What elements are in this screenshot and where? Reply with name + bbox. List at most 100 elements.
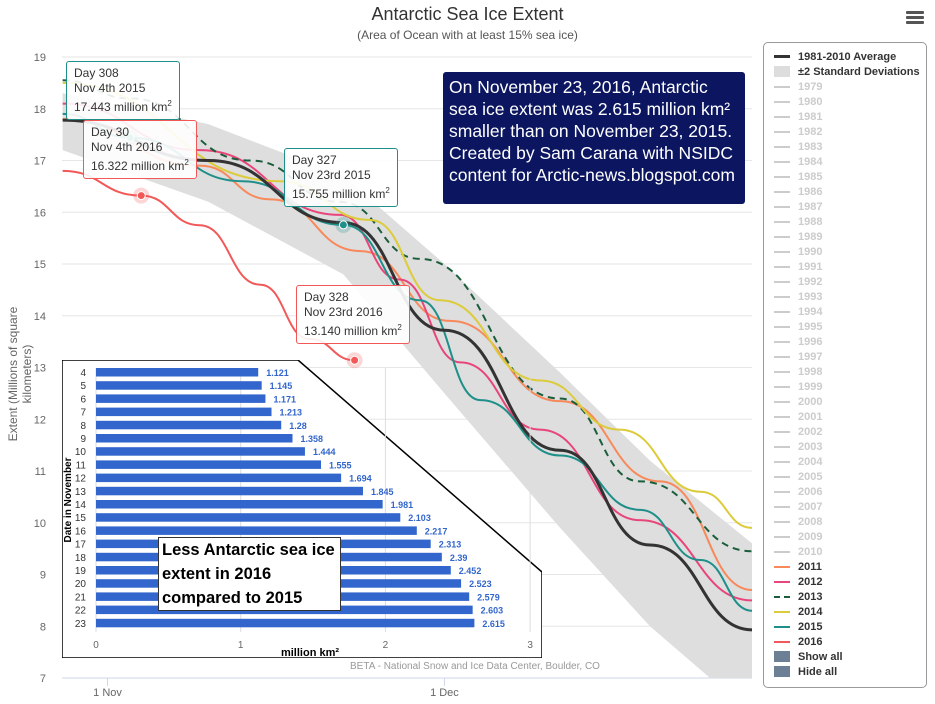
legend-item-2004[interactable]: 2004 <box>764 454 926 469</box>
legend-item-1994[interactable]: 1994 <box>764 304 926 319</box>
legend-label: 1984 <box>798 155 823 168</box>
legend-swatch-line <box>774 130 790 133</box>
legend-item-1992[interactable]: 1992 <box>764 274 926 289</box>
legend-swatch-line <box>774 55 790 58</box>
inset-category-label: 6 <box>80 394 86 405</box>
annotation-box: On November 23, 2016, Antarctic sea ice … <box>443 72 745 204</box>
inset-bar-label: 2.313 <box>439 540 462 550</box>
legend-item-2014[interactable]: 2014 <box>764 604 926 619</box>
legend-item-1981-2010-average[interactable]: 1981-2010 Average <box>764 49 926 64</box>
legend-item-1986[interactable]: 1986 <box>764 184 926 199</box>
y-tick-label: 16 <box>34 207 46 219</box>
legend-label: 1995 <box>798 320 823 333</box>
inset-category-label: 23 <box>75 619 87 630</box>
hamburger-icon[interactable] <box>906 9 924 26</box>
inset-category-label: 14 <box>75 500 87 511</box>
legend-item-2008[interactable]: 2008 <box>764 514 926 529</box>
legend-item-1990[interactable]: 1990 <box>764 244 926 259</box>
legend-item-1998[interactable]: 1998 <box>764 364 926 379</box>
legend-swatch-line <box>774 100 790 103</box>
inset-bar <box>96 618 475 628</box>
legend-item-1985[interactable]: 1985 <box>764 169 926 184</box>
legend-item-2007[interactable]: 2007 <box>764 499 926 514</box>
legend-label: 1993 <box>798 290 823 303</box>
y-tick-label: 19 <box>34 52 46 64</box>
legend-swatch-line <box>774 595 790 598</box>
legend-item-1988[interactable]: 1988 <box>764 214 926 229</box>
tooltip-day: Day 328 <box>304 290 349 304</box>
legend-label: 2010 <box>798 545 823 558</box>
x-tick-label: 1 Nov <box>93 687 122 699</box>
legend-item-1987[interactable]: 1987 <box>764 199 926 214</box>
legend-swatch-line <box>774 490 790 493</box>
legend-item-1984[interactable]: 1984 <box>764 154 926 169</box>
inset-category-label: 22 <box>75 606 87 617</box>
legend-swatch-line <box>774 370 790 373</box>
legend-item-2000[interactable]: 2000 <box>764 394 926 409</box>
legend-swatch-line <box>774 520 790 523</box>
legend-item-1979[interactable]: 1979 <box>764 79 926 94</box>
legend-item-2005[interactable]: 2005 <box>764 469 926 484</box>
legend-item-1991[interactable]: 1991 <box>764 259 926 274</box>
inset-bar-label: 2.603 <box>481 606 504 616</box>
legend-item--2-standard-deviations[interactable]: ±2 Standard Deviations <box>764 64 926 79</box>
legend-item-2013[interactable]: 2013 <box>764 589 926 604</box>
inset-category-label: 21 <box>75 592 87 603</box>
tooltip-value: 13.140 million km2 <box>304 323 402 338</box>
legend-item-1997[interactable]: 1997 <box>764 349 926 364</box>
legend-item-1982[interactable]: 1982 <box>764 124 926 139</box>
legend-swatch-line <box>774 205 790 208</box>
legend-label: 2012 <box>798 575 823 588</box>
inset-bar-label: 1.555 <box>329 460 352 470</box>
inset-bar <box>96 381 262 390</box>
legend-swatch-line <box>774 430 790 433</box>
legend-item-2011[interactable]: 2011 <box>764 559 926 574</box>
legend-item-2010[interactable]: 2010 <box>764 544 926 559</box>
inset-bar-label: 1.171 <box>273 394 296 404</box>
legend-label: 2015 <box>798 620 823 633</box>
legend-swatch-line <box>774 295 790 298</box>
legend-item-1999[interactable]: 1999 <box>764 379 926 394</box>
show-all-button[interactable]: Show all <box>764 649 926 664</box>
inset-bar <box>96 486 363 496</box>
legend-item-1980[interactable]: 1980 <box>764 94 926 109</box>
legend-item-1989[interactable]: 1989 <box>764 229 926 244</box>
legend-label: Show all <box>798 650 843 663</box>
legend-item-1996[interactable]: 1996 <box>764 334 926 349</box>
legend-item-2009[interactable]: 2009 <box>764 529 926 544</box>
tooltip-date: Nov 23rd 2016 <box>304 305 383 319</box>
chart-subtitle: (Area of Ocean with at least 15% sea ice… <box>357 28 578 42</box>
legend-label: 2006 <box>798 485 823 498</box>
inset-bar <box>96 513 401 522</box>
legend-label: 1991 <box>798 260 823 273</box>
legend-item-2015[interactable]: 2015 <box>764 619 926 634</box>
tooltip-date: Nov 23rd 2015 <box>292 168 371 182</box>
inset-bar <box>96 473 342 483</box>
inset-bar-label: 1.358 <box>301 434 324 444</box>
legend-item-1995[interactable]: 1995 <box>764 319 926 334</box>
legend-item-2012[interactable]: 2012 <box>764 574 926 589</box>
legend-swatch-line <box>774 310 790 313</box>
legend-swatch-box <box>774 666 790 677</box>
legend-swatch-line <box>774 565 790 568</box>
inset-category-label: 8 <box>80 421 86 432</box>
legend-label: Hide all <box>798 665 838 678</box>
y-tick-label: 18 <box>34 104 46 116</box>
legend-item-2001[interactable]: 2001 <box>764 409 926 424</box>
legend-item-2003[interactable]: 2003 <box>764 439 926 454</box>
inset-category-label: 5 <box>80 381 86 392</box>
legend-swatch-line <box>774 550 790 553</box>
legend-item-2006[interactable]: 2006 <box>764 484 926 499</box>
legend-item-1981[interactable]: 1981 <box>764 109 926 124</box>
legend-label: 1994 <box>798 305 823 318</box>
legend-item-2016[interactable]: 2016 <box>764 634 926 649</box>
inset-category-label: 20 <box>75 579 87 590</box>
hide-all-button[interactable]: Hide all <box>764 664 926 679</box>
legend-item-1993[interactable]: 1993 <box>764 289 926 304</box>
legend-item-1983[interactable]: 1983 <box>764 139 926 154</box>
legend-swatch-line <box>774 220 790 223</box>
legend-label: 2016 <box>798 635 823 648</box>
inset-category-label: 7 <box>80 408 86 419</box>
legend-item-2002[interactable]: 2002 <box>764 424 926 439</box>
